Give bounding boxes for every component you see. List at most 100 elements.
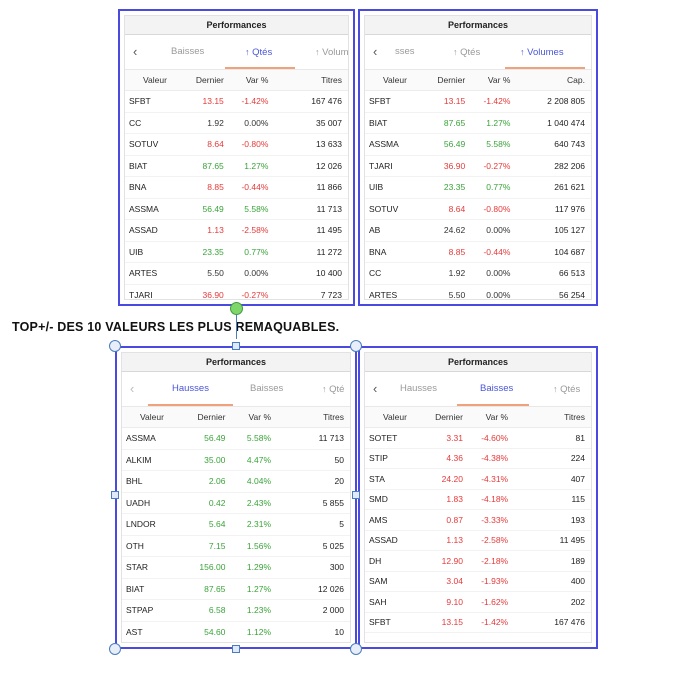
column-header[interactable]: Dernier (423, 407, 469, 428)
tab-sses[interactable]: sses (395, 35, 415, 69)
table-row[interactable]: ASSAD 1.13 -2.58% 11 495 (125, 219, 348, 242)
back-chevron-icon[interactable]: ‹ (130, 381, 135, 396)
cell-change-pct: 2.43% (231, 492, 278, 514)
tab-qté[interactable]: ↑ Qté (322, 372, 344, 406)
table-row[interactable]: DH 12.90 -2.18% 189 (365, 550, 591, 572)
table-row[interactable]: SOTET 3.31 -4.60% 81 (365, 427, 591, 449)
cell-symbol: UIB (365, 176, 427, 199)
back-chevron-icon[interactable]: ‹ (373, 44, 378, 59)
table-row[interactable]: UIB 23.35 0.77% 11 272 (125, 241, 348, 263)
cell-change-pct: 0.00% (471, 219, 517, 242)
table-row[interactable]: AST 54.60 1.12% 10 (122, 621, 350, 642)
column-header[interactable]: Titres (277, 407, 350, 428)
table-row[interactable]: ARTES 5.50 0.00% 10 400 (125, 262, 348, 285)
column-header[interactable]: Titres (274, 70, 348, 91)
tab-baisses[interactable]: Baisses (480, 372, 513, 406)
table-row[interactable]: AMS 0.87 -3.33% 193 (365, 509, 591, 531)
cell-amount: 407 (514, 468, 591, 490)
tab-qtés[interactable]: ↑ Qtés (453, 35, 480, 69)
resize-handle-bottom-left[interactable] (109, 643, 121, 655)
resize-handle-top-left[interactable] (109, 340, 121, 352)
column-header[interactable]: Var % (468, 407, 515, 428)
cell-amount: 11 866 (274, 176, 348, 199)
table-row[interactable]: SFBT 13.15 -1.42% 167 476 (125, 90, 348, 113)
tab-hausses[interactable]: Hausses (400, 372, 437, 406)
performance-panel[interactable]: Performances ‹ sses ↑ Qtés ↑ Volumes Valeur De… (358, 9, 598, 306)
table-row[interactable]: BNA 8.85 -0.44% 11 866 (125, 176, 348, 199)
column-header[interactable]: Dernier (188, 407, 232, 428)
table-row[interactable]: STPAP 6.58 1.23% 2 000 (122, 599, 350, 622)
table-row[interactable]: BNA 8.85 -0.44% 104 687 (365, 241, 591, 263)
cell-change-pct: 1.27% (471, 112, 517, 134)
table-row[interactable]: ALKIM 35.00 4.47% 50 (122, 449, 350, 471)
table-row[interactable]: BHL 2.06 4.04% 20 (122, 470, 350, 493)
table-row[interactable]: ARTES 5.50 0.00% 56 254 (365, 284, 591, 299)
column-header[interactable]: Valeur (122, 407, 189, 428)
tab-volumes[interactable]: ↑ Volumes (520, 35, 564, 69)
column-header[interactable]: Var % (231, 407, 278, 428)
table-row[interactable]: STAR 156.00 1.29% 300 (122, 556, 350, 579)
table-row[interactable]: BIAT 87.65 1.27% 1 040 474 (365, 112, 591, 134)
table-row[interactable]: SMD 1.83 -4.18% 115 (365, 489, 591, 510)
column-header[interactable]: Var % (471, 70, 517, 91)
table-row[interactable]: OTH 7.15 1.56% 5 025 (122, 535, 350, 557)
table-row[interactable]: UIB 23.35 0.77% 261 621 (365, 176, 591, 199)
tab-qtés[interactable]: ↑ Qtés (553, 372, 580, 406)
back-chevron-icon[interactable]: ‹ (133, 44, 138, 59)
table-row[interactable]: ASSAD 1.13 -2.58% 11 495 (365, 530, 591, 551)
table-row[interactable]: SOTUV 8.64 -0.80% 13 633 (125, 133, 348, 156)
table-row[interactable]: AB 24.62 0.00% 105 127 (365, 219, 591, 242)
tab-baisses[interactable]: Baisses (171, 35, 204, 69)
cell-change-pct: -1.42% (471, 90, 517, 113)
rotate-handle[interactable] (230, 302, 243, 315)
table-row[interactable]: CC 1.92 0.00% 66 513 (365, 262, 591, 285)
cell-amount: 115 (514, 489, 591, 510)
table-row[interactable]: STIP 4.36 -4.38% 224 (365, 448, 591, 469)
table-row[interactable]: SOTUV 8.64 -0.80% 117 976 (365, 198, 591, 220)
cell-symbol: LNDOR (122, 513, 189, 536)
table-row[interactable]: TJARI 36.90 -0.27% 282 206 (365, 155, 591, 177)
column-header[interactable]: Valeur (125, 70, 186, 91)
tab-volum[interactable]: ↑ Volum (315, 35, 348, 69)
resize-handle-bottom[interactable] (232, 645, 240, 653)
performance-panel[interactable]: Performances ‹ Baisses ↑ Qtés ↑ Volum Valeur D… (118, 9, 355, 306)
column-header[interactable]: Var % (229, 70, 275, 91)
table-row[interactable]: ASSMA 56.49 5.58% 11 713 (122, 427, 350, 450)
tab-baisses[interactable]: Baisses (250, 372, 283, 406)
resize-handle-left[interactable] (111, 491, 119, 499)
resize-handle-bottom-right[interactable] (350, 643, 362, 655)
cell-symbol: ASSAD (365, 530, 424, 551)
table-row[interactable]: CC 1.92 0.00% 35 007 (125, 112, 348, 134)
resize-handle-top-right[interactable] (350, 340, 362, 352)
cell-change-pct: -2.58% (468, 530, 515, 551)
cell-last-price: 8.64 (185, 133, 230, 156)
table-row[interactable]: BIAT 87.65 1.27% 12 026 (125, 155, 348, 177)
table-row[interactable]: TJARI 36.90 -0.27% 7 723 (125, 284, 348, 299)
cell-symbol: SOTET (365, 427, 424, 449)
table-row[interactable]: BIAT 87.65 1.27% 12 026 (122, 578, 350, 600)
column-header[interactable]: Dernier (185, 70, 230, 91)
column-header[interactable]: Cap. (516, 70, 591, 91)
table-row[interactable]: SAM 3.04 -1.93% 400 (365, 571, 591, 592)
cell-change-pct: 1.27% (231, 578, 278, 600)
column-header[interactable]: Titres (514, 407, 591, 428)
table-row[interactable]: ASSMA 56.49 5.58% 11 713 (125, 198, 348, 220)
performance-panel[interactable]: Performances ‹ Hausses Baisses ↑ Qté Valeur De… (115, 346, 357, 649)
column-header[interactable]: Valeur (365, 70, 427, 91)
sort-up-arrow-icon: ↑ (245, 47, 250, 57)
table-row[interactable]: SAH 9.10 -1.62% 202 (365, 591, 591, 613)
column-header[interactable]: Dernier (426, 70, 472, 91)
resize-handle-right[interactable] (352, 491, 360, 499)
back-chevron-icon[interactable]: ‹ (373, 381, 378, 396)
tab-qtés[interactable]: ↑ Qtés (245, 35, 272, 69)
table-row[interactable]: STA 24.20 -4.31% 407 (365, 468, 591, 490)
table-row[interactable]: SFBT 13.15 -1.42% 167 476 (365, 612, 591, 633)
table-row[interactable]: ASSMA 56.49 5.58% 640 743 (365, 133, 591, 156)
table-row[interactable]: LNDOR 5.64 2.31% 5 (122, 513, 350, 536)
performance-panel[interactable]: Performances ‹ Hausses Baisses ↑ Qtés Valeur D… (358, 346, 598, 649)
resize-handle-top[interactable] (232, 342, 240, 350)
column-header[interactable]: Valeur (365, 407, 424, 428)
table-row[interactable]: SFBT 13.15 -1.42% 2 208 805 (365, 90, 591, 113)
tab-hausses[interactable]: Hausses (172, 372, 209, 406)
table-row[interactable]: UADH 0.42 2.43% 5 855 (122, 492, 350, 514)
